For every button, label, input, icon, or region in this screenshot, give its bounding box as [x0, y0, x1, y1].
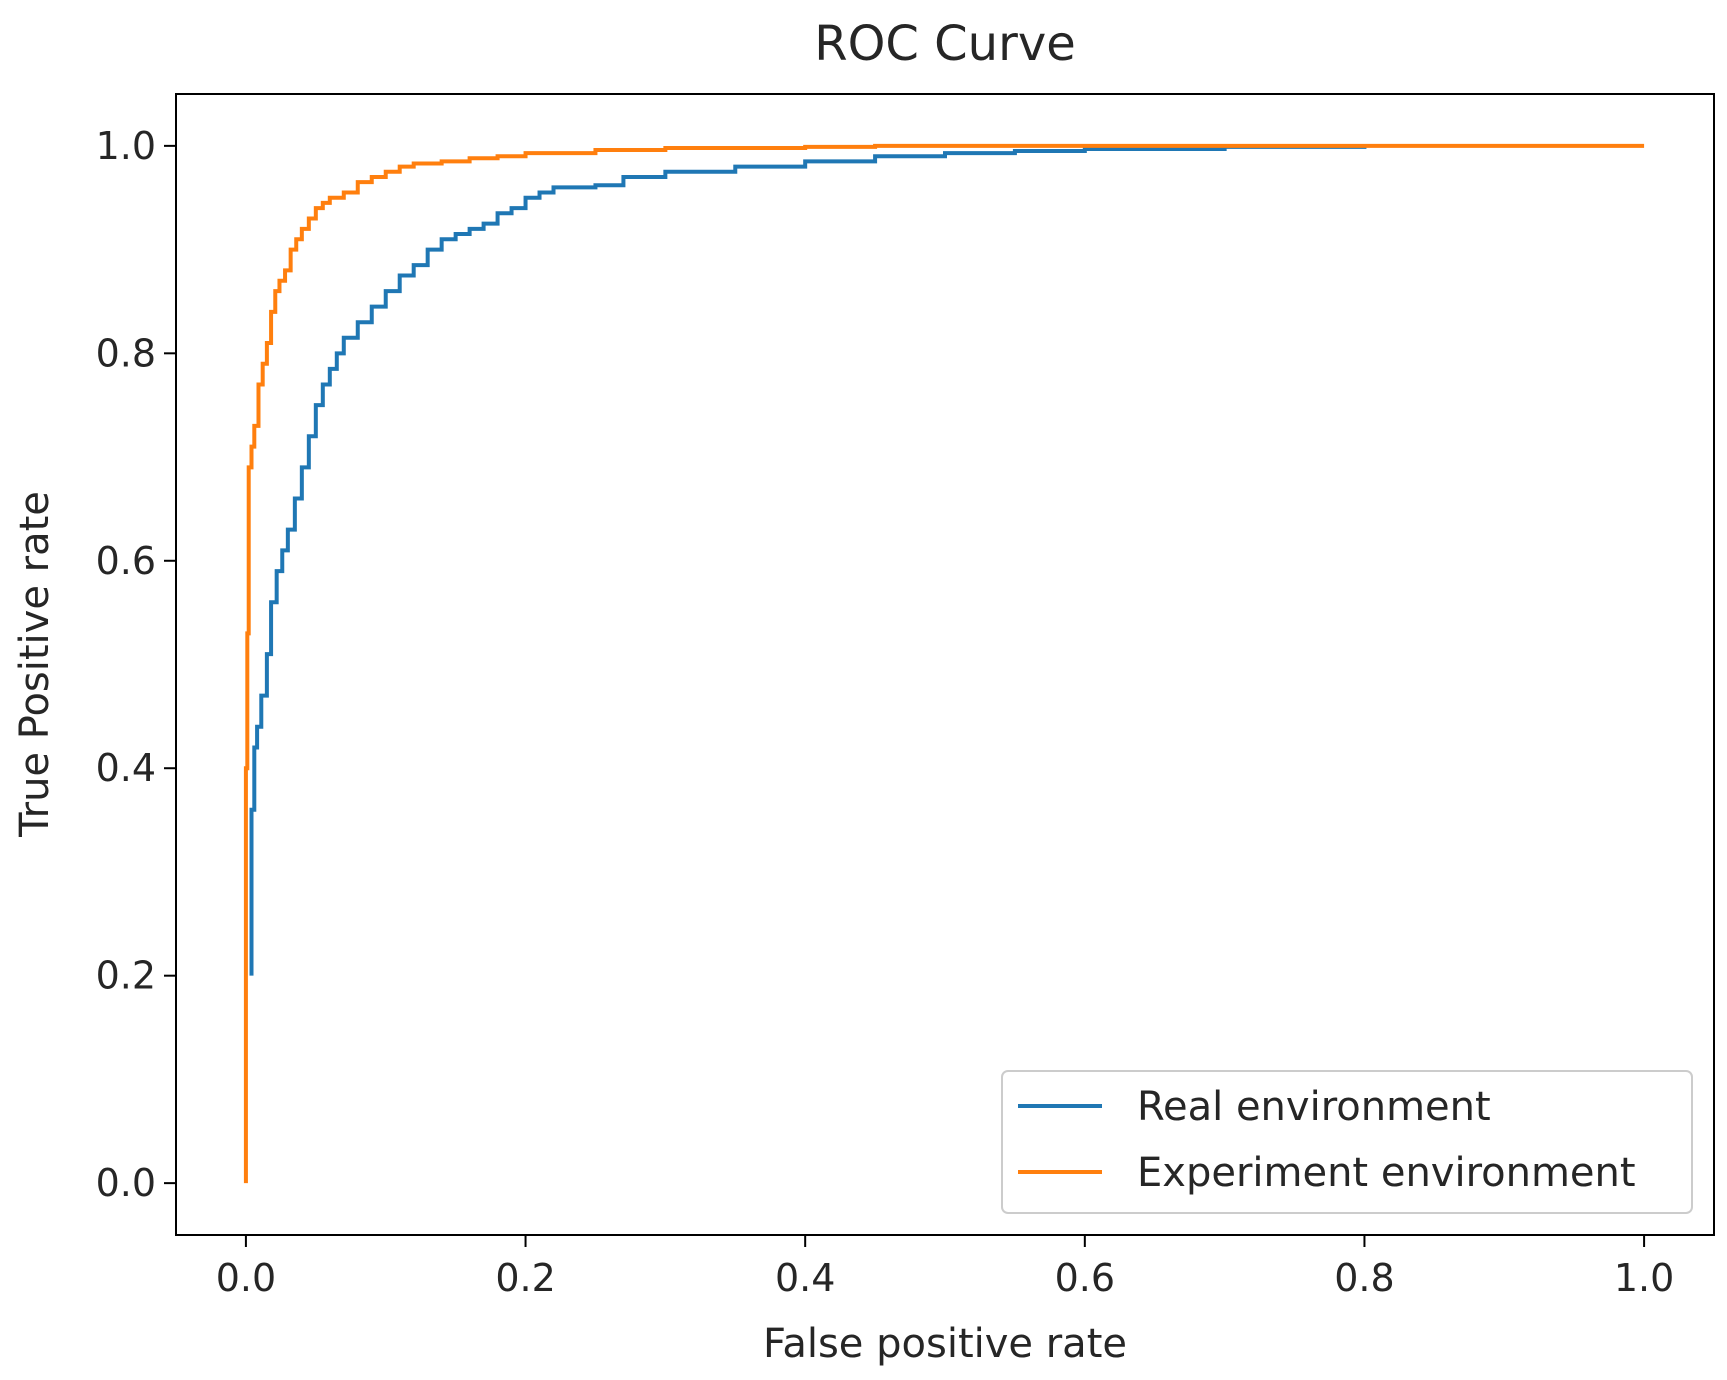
y-tick-label: 0.6: [96, 539, 156, 583]
y-tick-label: 0.0: [96, 1161, 156, 1205]
x-axis: 0.0 0.2 0.4 0.6 0.8 1.0: [216, 1235, 1674, 1300]
legend: Real environment Experiment environment: [1001, 1070, 1693, 1214]
series-layer: [243, 143, 1645, 1184]
x-tick-label: 0.2: [495, 1256, 555, 1300]
y-axis-label: True Positive rate: [12, 491, 58, 838]
y-tick-label: 0.4: [96, 746, 156, 790]
x-tick-label: 0.0: [216, 1256, 276, 1300]
series-line-real-environment: [249, 144, 1367, 976]
x-tick-label: 1.0: [1614, 1256, 1674, 1300]
legend-label-experiment-environment: Experiment environment: [1137, 1150, 1636, 1196]
y-axis: 0.0 0.2 0.4 0.6 0.8 1.0: [96, 124, 176, 1205]
chart-title: ROC Curve: [814, 16, 1076, 72]
y-tick-label: 0.2: [96, 954, 156, 998]
x-tick-label: 0.8: [1334, 1256, 1394, 1300]
x-axis-label: False positive rate: [763, 1321, 1127, 1367]
legend-label-real-environment: Real environment: [1137, 1084, 1491, 1130]
x-tick-label: 0.4: [775, 1256, 835, 1300]
x-tick-label: 0.6: [1055, 1256, 1115, 1300]
plot-frame: [175, 93, 1715, 1236]
y-tick-label: 0.8: [96, 331, 156, 375]
legend-frame: [1001, 1070, 1693, 1214]
plot-area: [176, 94, 1714, 1235]
y-tick-label: 1.0: [96, 124, 156, 168]
series-line-experiment-environment: [243, 143, 1645, 1184]
